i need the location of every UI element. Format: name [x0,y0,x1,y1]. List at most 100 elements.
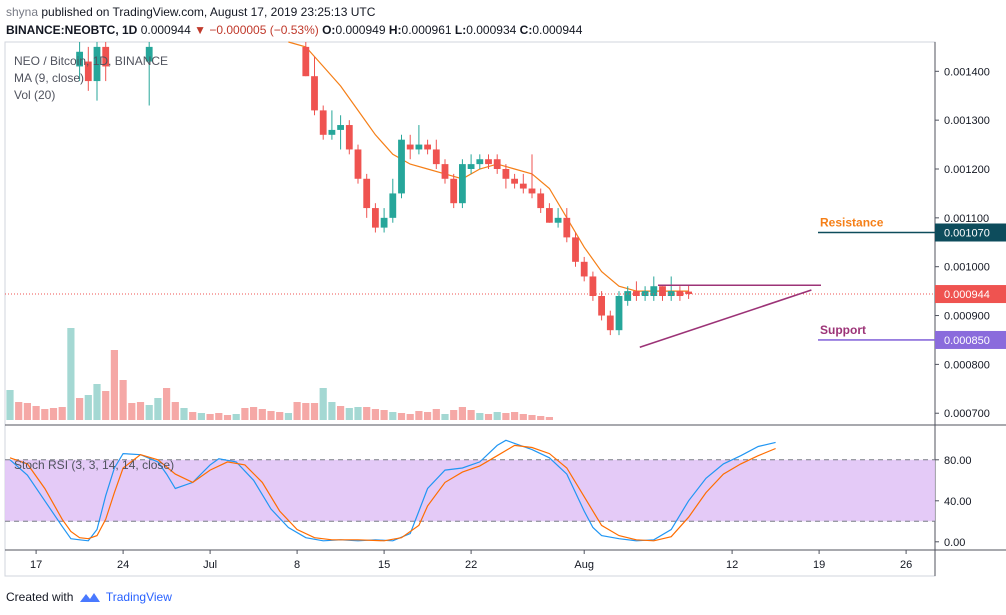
candle-body [476,159,484,165]
volume-bar [415,411,423,420]
time-tick-label: Jul [203,559,217,571]
candle-body [572,237,579,262]
author-name[interactable]: shyna [6,5,39,19]
volume-bar [319,388,327,420]
candle-body [502,169,510,179]
triangle-bottom-line[interactable] [639,289,812,349]
candle-body [363,178,371,209]
volume-bar [537,416,545,420]
candle-body [493,159,501,169]
price-tick-label: 0.001400 [944,66,990,78]
time-tick-label: 26 [900,559,912,571]
close-label: C: [519,23,533,37]
candle-body [398,139,405,194]
created-with-text: Created with [6,590,74,604]
candle-body [459,164,466,204]
price-axis[interactable]: 0.000700 0.000800 0.000900 0.001000 0.001100… [935,66,1006,549]
candle-body [598,296,605,316]
volume-bar [345,408,353,420]
high-value: 0.000961 [401,23,452,37]
resistance-badge-label: 0.001070 [944,228,990,240]
candle-body [685,291,692,295]
volume-bar [380,410,388,420]
candle-body [580,261,588,277]
volume-bar [302,403,310,420]
support-text: Support [820,323,866,337]
volume-bar [189,412,197,420]
last-price: 0.000944 [140,23,191,37]
volume-bar [484,414,493,420]
price-tick-label: 0.001100 [944,213,989,225]
candle-body [450,178,458,204]
candle-body [345,125,353,150]
candle-body [511,178,518,184]
time-tick-label: 17 [30,559,42,571]
volume-bar [502,413,510,420]
stoch-k-line [9,439,776,542]
volume-bar [511,412,519,420]
price-tick-label: 0.000800 [944,359,990,371]
time-tick-label: 15 [378,559,390,571]
volume-bar [276,412,284,420]
symbol-label: BINANCE:NEOBTC, 1D [6,23,138,37]
volume-bar [476,413,484,420]
candle-body [659,286,666,296]
volume-bar [41,409,49,420]
volume-bar [267,411,275,420]
pair-label: NEO / Bitcoin, 1D, BINANCE [14,54,169,68]
price-tick-label: 0.001200 [944,164,990,176]
candle-body [633,291,640,296]
volume-bar [49,408,58,420]
volume-bar [293,402,301,420]
candle-body [145,46,153,62]
candle-body [624,291,632,301]
volume-bar [371,409,379,420]
open-value: 0.000949 [335,23,386,37]
candle-body [615,296,623,331]
volume-bar [67,328,75,420]
volume-bar [545,417,553,420]
stoch-legend: Stoch RSI (3, 3, 14, 14, close) [14,458,175,472]
volume-bar [145,405,153,420]
footer: Created with TradingView [6,590,172,604]
publish-info: shyna published on TradingView.com, Augu… [6,5,375,19]
price-tick-label: 0.000700 [944,408,990,420]
volume-bar [180,408,188,420]
volume-bar [310,403,319,420]
candle-body [546,208,553,223]
time-axis[interactable]: 17 24 Jul 8 15 22 Aug 12 19 26 [30,550,912,571]
candle-body [485,159,492,165]
volume-bar [397,413,406,420]
candles [76,42,692,336]
volume-bar [432,409,440,420]
time-tick-label: 22 [465,559,477,571]
candle-body [302,46,310,77]
stoch-lines [9,439,776,542]
candle-body [337,125,344,130]
stoch-tick-label: 40.00 [944,496,972,508]
symbol-info: BINANCE:NEOBTC, 1D 0.000944 ▼ −0.000005 … [6,23,582,37]
tradingview-brand[interactable]: TradingView [105,590,172,604]
candle-body [606,315,614,331]
support-badge-label: 0.000850 [944,335,990,347]
volume-bar [493,412,501,420]
volume-bar [354,407,362,420]
volume-bar [337,406,345,420]
candle-body [589,276,597,296]
volume-bar [76,398,84,420]
candle-body [76,51,83,67]
volume-bar [197,413,205,420]
volume-bar [406,414,414,420]
volume-bar [241,408,249,420]
price-tick-label: 0.000900 [944,311,990,323]
drawings[interactable]: Resistance Support [5,216,935,349]
candle-body [563,217,571,238]
volume-bar [171,402,179,420]
candle-body [372,208,379,228]
volume-bar [528,415,536,420]
support-badge [935,330,1006,349]
high-label: H: [388,23,402,37]
candle-body [676,291,684,296]
volume-bar [206,414,214,420]
